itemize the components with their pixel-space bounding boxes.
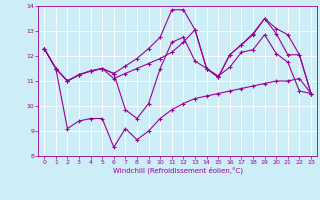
- X-axis label: Windchill (Refroidissement éolien,°C): Windchill (Refroidissement éolien,°C): [113, 167, 243, 174]
